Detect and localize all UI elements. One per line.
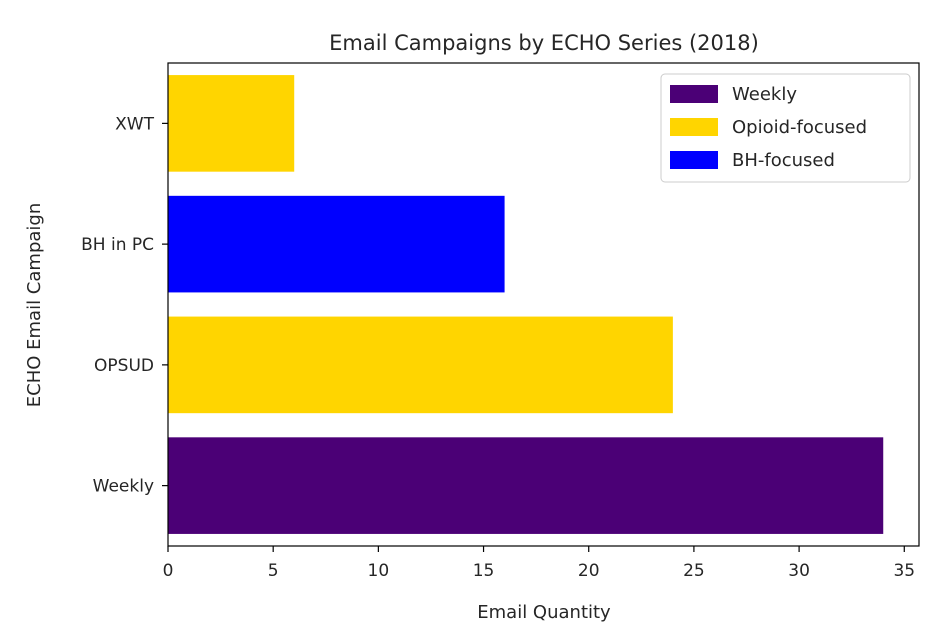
legend-frame (660, 73, 911, 183)
x-axis-label: Email Quantity (477, 602, 611, 623)
legend-label-opioid-focused: Opioid-focused (732, 117, 867, 138)
x-axis: 0 5 10 15 20 25 30 35 (163, 546, 915, 581)
x-tick-label: 0 (163, 561, 174, 581)
legend-swatch-bh-focused (670, 151, 718, 169)
x-tick-label: 10 (368, 561, 390, 581)
chart-title: Email Campaigns by ECHO Series (2018) (329, 31, 759, 55)
legend-swatch-opioid-focused (670, 118, 718, 136)
x-tick-label: 35 (893, 561, 915, 581)
x-tick-label: 30 (788, 561, 810, 581)
y-tick-label: BH in PC (81, 235, 154, 255)
bar-opsud (168, 316, 673, 414)
y-tick-label: OPSUD (94, 356, 154, 376)
y-axis: Weekly OPSUD BH in PC XWT (81, 114, 168, 497)
x-tick-label: 20 (578, 561, 600, 581)
bar-xwt (168, 75, 295, 172)
x-tick-label: 15 (473, 561, 495, 581)
y-tick-label: XWT (115, 114, 154, 134)
bar-bh-in-pc (168, 195, 505, 293)
legend-label-bh-focused: BH-focused (732, 150, 835, 171)
bar-weekly (168, 437, 884, 534)
legend-label-weekly: Weekly (732, 84, 797, 105)
legend: Weekly Opioid-focused BH-focused (660, 73, 911, 183)
plot-frame (167, 62, 920, 547)
y-tick-label: Weekly (93, 477, 154, 497)
x-tick-label: 5 (268, 561, 279, 581)
y-axis-label: ECHO Email Campaign (24, 203, 45, 407)
legend-swatch-weekly (670, 85, 718, 103)
x-tick-label: 25 (683, 561, 705, 581)
bars-group (168, 75, 884, 534)
